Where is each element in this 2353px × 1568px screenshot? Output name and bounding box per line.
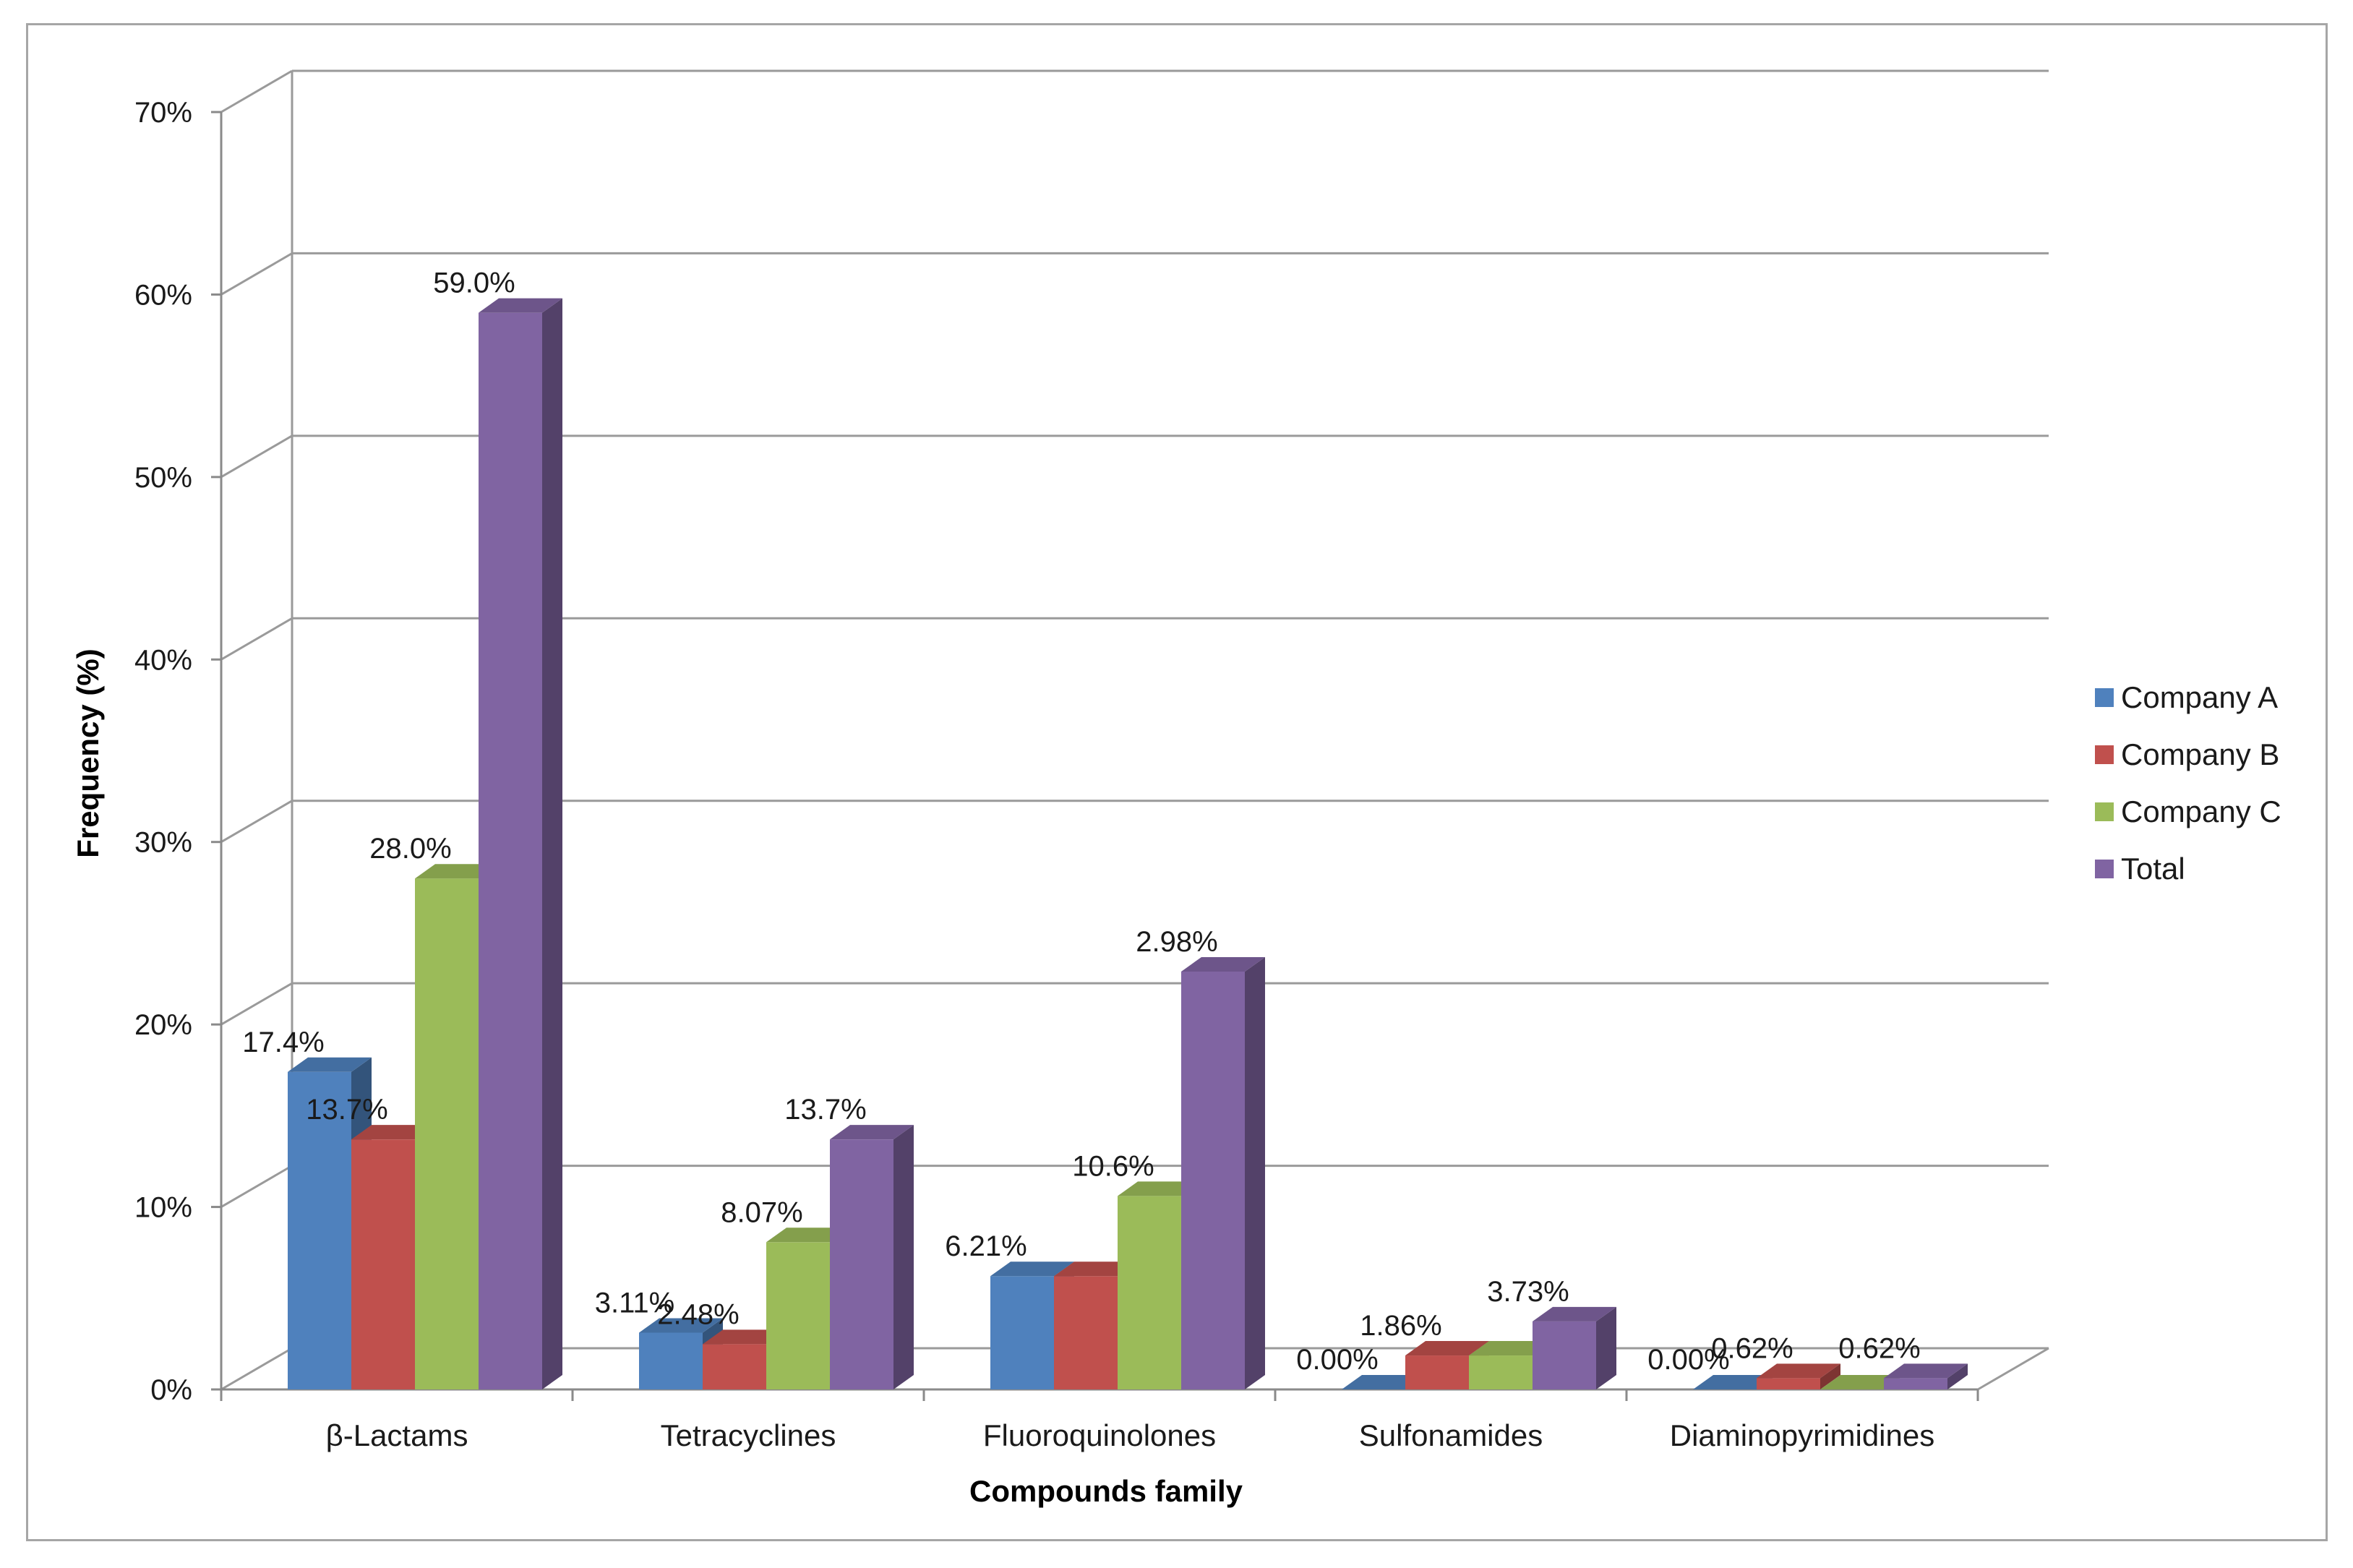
gridline-diagonal bbox=[220, 982, 293, 1026]
gridline-diagonal bbox=[220, 1347, 293, 1391]
bar-total bbox=[1884, 1378, 1947, 1389]
bar-total-top bbox=[1533, 1306, 1616, 1321]
data-label: 59.0% bbox=[433, 267, 515, 299]
legend-swatch-company-c bbox=[2095, 802, 2114, 821]
legend-label: Company C bbox=[2121, 794, 2281, 828]
y-tick-label: 50% bbox=[134, 462, 192, 494]
data-label: 0.00% bbox=[1296, 1344, 1378, 1376]
data-label: 0.00% bbox=[1647, 1344, 1729, 1376]
bar-total bbox=[830, 1139, 893, 1389]
y-tick-label: 40% bbox=[134, 644, 192, 676]
data-label: 2.48% bbox=[657, 1298, 739, 1330]
x-category-label: β-Lactams bbox=[326, 1418, 468, 1452]
gridline-diagonal bbox=[220, 800, 293, 844]
bar-total-top bbox=[479, 298, 562, 313]
bar-total-top bbox=[1181, 956, 1265, 972]
bar-company-a-top bbox=[288, 1057, 372, 1072]
gridline-diagonal bbox=[220, 69, 293, 113]
data-label: 0.62% bbox=[1838, 1332, 1920, 1364]
data-label: 13.7% bbox=[784, 1094, 866, 1126]
legend-label: Company A bbox=[2121, 680, 2278, 714]
gridline-diagonal bbox=[220, 617, 293, 661]
bar-total-side bbox=[542, 298, 562, 1390]
legend-label: Company B bbox=[2121, 737, 2279, 771]
bar-company-b-top bbox=[1757, 1363, 1840, 1379]
bar-total-top bbox=[830, 1125, 914, 1140]
bar-company-b-top bbox=[1405, 1341, 1489, 1356]
bar-company-c bbox=[766, 1242, 830, 1389]
bar-company-c-top bbox=[1820, 1375, 1904, 1389]
y-tick-label: 0% bbox=[150, 1374, 192, 1406]
bar-company-a-top bbox=[1342, 1375, 1426, 1389]
bar-company-b-top bbox=[1054, 1261, 1138, 1277]
bar-company-c-top bbox=[415, 864, 499, 879]
legend-swatch-total bbox=[2095, 860, 2114, 878]
bar-total-top bbox=[1884, 1363, 1968, 1379]
bar-company-b bbox=[703, 1344, 766, 1389]
bar-total-side bbox=[1245, 956, 1265, 1389]
x-category-label: Tetracyclines bbox=[661, 1418, 836, 1452]
bar-total bbox=[1181, 971, 1245, 1389]
bar-company-c-top bbox=[1118, 1181, 1201, 1196]
legend-label: Total bbox=[2121, 852, 2185, 886]
gridline-diagonal bbox=[220, 1165, 293, 1208]
bar-company-c-top bbox=[1469, 1341, 1553, 1356]
data-label: 0.62% bbox=[1711, 1332, 1793, 1364]
bar-company-c bbox=[1118, 1196, 1181, 1389]
bar-company-b-top bbox=[703, 1329, 787, 1345]
x-axis-title: Compounds family bbox=[969, 1474, 1243, 1508]
bar-company-b-side bbox=[1820, 1363, 1840, 1389]
data-label: 13.7% bbox=[306, 1094, 387, 1126]
bar-company-c-top bbox=[766, 1228, 850, 1243]
data-label: 28.0% bbox=[369, 833, 451, 865]
data-label: 3.11% bbox=[595, 1287, 674, 1319]
bar-company-b bbox=[1405, 1355, 1469, 1389]
data-label: 8.07% bbox=[721, 1196, 802, 1228]
bar-total-side bbox=[1947, 1363, 1968, 1389]
bar-company-c bbox=[415, 878, 479, 1389]
x-category-label: Sulfonamides bbox=[1359, 1418, 1543, 1452]
y-tick-label: 20% bbox=[134, 1009, 192, 1041]
bar-total-side bbox=[893, 1125, 914, 1389]
x-category-label: Fluoroquinolones bbox=[983, 1418, 1216, 1452]
y-tick-label: 60% bbox=[134, 279, 192, 311]
data-label: 17.4% bbox=[242, 1027, 324, 1058]
x-category-label: Diaminopyrimidines bbox=[1670, 1418, 1934, 1452]
bar-company-b bbox=[351, 1139, 415, 1389]
bar-total bbox=[479, 312, 542, 1390]
y-tick-label: 30% bbox=[134, 827, 192, 859]
gridline-diagonal bbox=[220, 434, 293, 479]
legend-swatch-company-b bbox=[2095, 745, 2114, 764]
y-axis-title: Frequency (%) bbox=[71, 648, 105, 857]
bar-company-a bbox=[288, 1071, 351, 1389]
data-label: 1.86% bbox=[1360, 1310, 1441, 1342]
bar-total-side bbox=[1596, 1306, 1616, 1389]
floor-edge bbox=[1977, 1347, 2049, 1391]
bar-company-a-top bbox=[1693, 1375, 1777, 1389]
legend-swatch-company-a bbox=[2095, 688, 2114, 707]
bar-company-b bbox=[1757, 1378, 1820, 1389]
y-tick-label: 10% bbox=[134, 1192, 192, 1224]
bar-total bbox=[1533, 1321, 1596, 1389]
data-label: 3.73% bbox=[1487, 1276, 1569, 1308]
data-label: 10.6% bbox=[1072, 1150, 1154, 1182]
data-label: 2.98% bbox=[1136, 926, 1217, 958]
bar-company-c bbox=[1469, 1355, 1533, 1389]
bar-company-a-top bbox=[639, 1318, 723, 1333]
bar-company-b-top bbox=[351, 1125, 435, 1140]
bar-company-a bbox=[990, 1276, 1054, 1389]
gridline-diagonal bbox=[220, 252, 293, 296]
data-label: 6.21% bbox=[945, 1230, 1027, 1262]
y-tick-label: 70% bbox=[134, 97, 192, 129]
bar-company-a-top bbox=[990, 1261, 1074, 1277]
bar-company-b bbox=[1054, 1276, 1118, 1389]
bar-company-a bbox=[639, 1332, 703, 1389]
